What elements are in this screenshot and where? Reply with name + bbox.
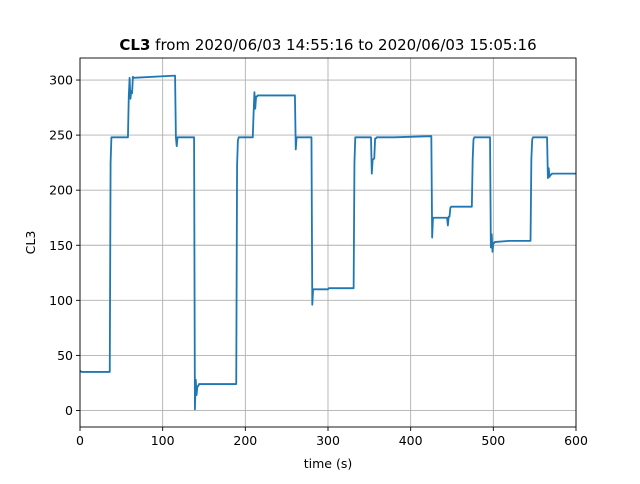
x-tick-label: 200 [233, 433, 257, 448]
x-tick-label: 500 [481, 433, 505, 448]
y-tick-label: 200 [49, 183, 73, 198]
x-tick-label: 0 [76, 433, 84, 448]
x-tick-label: 300 [316, 433, 340, 448]
y-tick-label: 300 [49, 73, 73, 88]
y-tick-label: 50 [57, 348, 73, 363]
y-tick-label: 100 [49, 293, 73, 308]
y-tick-label: 0 [65, 403, 73, 418]
x-tick-label: 100 [151, 433, 175, 448]
x-tick-label: 600 [564, 433, 588, 448]
series-line [79, 74, 576, 411]
x-tick-label: 400 [399, 433, 423, 448]
x-axis-label: time (s) [304, 456, 352, 471]
chart-title: CL3 from 2020/06/03 14:55:16 to 2020/06/… [119, 36, 536, 54]
plot-area [79, 74, 576, 411]
y-axis-label: CL3 [23, 231, 38, 255]
y-tick-label: 250 [49, 128, 73, 143]
y-tick-label: 150 [49, 238, 73, 253]
chart-title-rest: from 2020/06/03 14:55:16 to 2020/06/03 1… [150, 36, 536, 54]
axis-ticks: 0 100 200 300 400 500 600 0 50 100 150 200 250 300 [49, 73, 588, 448]
chart-title-bold: CL3 [119, 36, 150, 54]
